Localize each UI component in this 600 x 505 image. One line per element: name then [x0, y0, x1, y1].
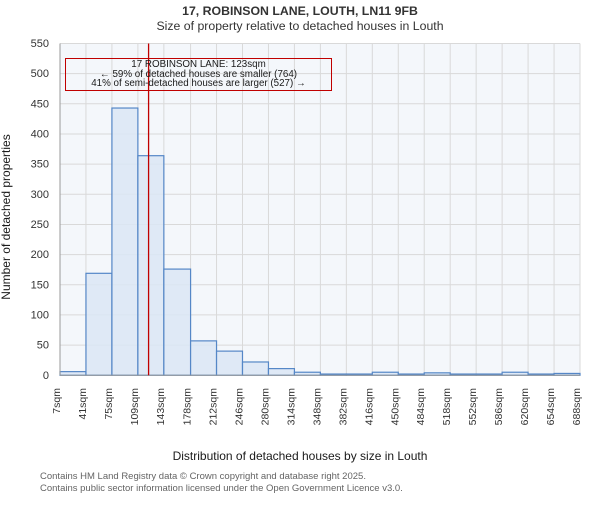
- svg-text:109sqm: 109sqm: [129, 388, 141, 426]
- svg-text:400: 400: [31, 128, 49, 140]
- svg-text:688sqm: 688sqm: [571, 388, 583, 426]
- svg-text:518sqm: 518sqm: [441, 388, 453, 426]
- svg-text:484sqm: 484sqm: [415, 388, 427, 426]
- svg-text:178sqm: 178sqm: [182, 388, 194, 426]
- svg-text:350: 350: [31, 159, 49, 171]
- svg-text:300: 300: [31, 189, 49, 201]
- svg-text:586sqm: 586sqm: [493, 388, 505, 426]
- svg-text:250: 250: [31, 219, 49, 231]
- svg-text:143sqm: 143sqm: [155, 388, 167, 426]
- svg-text:150: 150: [31, 279, 49, 291]
- svg-text:200: 200: [31, 249, 49, 261]
- svg-text:450sqm: 450sqm: [389, 388, 401, 426]
- svg-text:550: 550: [31, 38, 49, 50]
- svg-text:0: 0: [43, 370, 49, 382]
- svg-text:314sqm: 314sqm: [285, 388, 297, 426]
- svg-text:280sqm: 280sqm: [259, 388, 271, 426]
- svg-text:41sqm: 41sqm: [77, 388, 89, 420]
- svg-text:654sqm: 654sqm: [545, 388, 557, 426]
- svg-text:348sqm: 348sqm: [311, 388, 323, 426]
- svg-text:7sqm: 7sqm: [51, 388, 63, 414]
- svg-text:246sqm: 246sqm: [234, 388, 246, 426]
- svg-text:416sqm: 416sqm: [363, 388, 375, 426]
- svg-text:50: 50: [37, 340, 49, 352]
- svg-text:382sqm: 382sqm: [337, 388, 349, 426]
- svg-text:620sqm: 620sqm: [519, 388, 531, 426]
- svg-text:450: 450: [31, 98, 49, 110]
- svg-text:212sqm: 212sqm: [208, 388, 220, 426]
- svg-text:500: 500: [31, 68, 49, 80]
- svg-text:75sqm: 75sqm: [103, 388, 115, 420]
- svg-text:552sqm: 552sqm: [467, 388, 479, 426]
- svg-text:100: 100: [31, 309, 49, 321]
